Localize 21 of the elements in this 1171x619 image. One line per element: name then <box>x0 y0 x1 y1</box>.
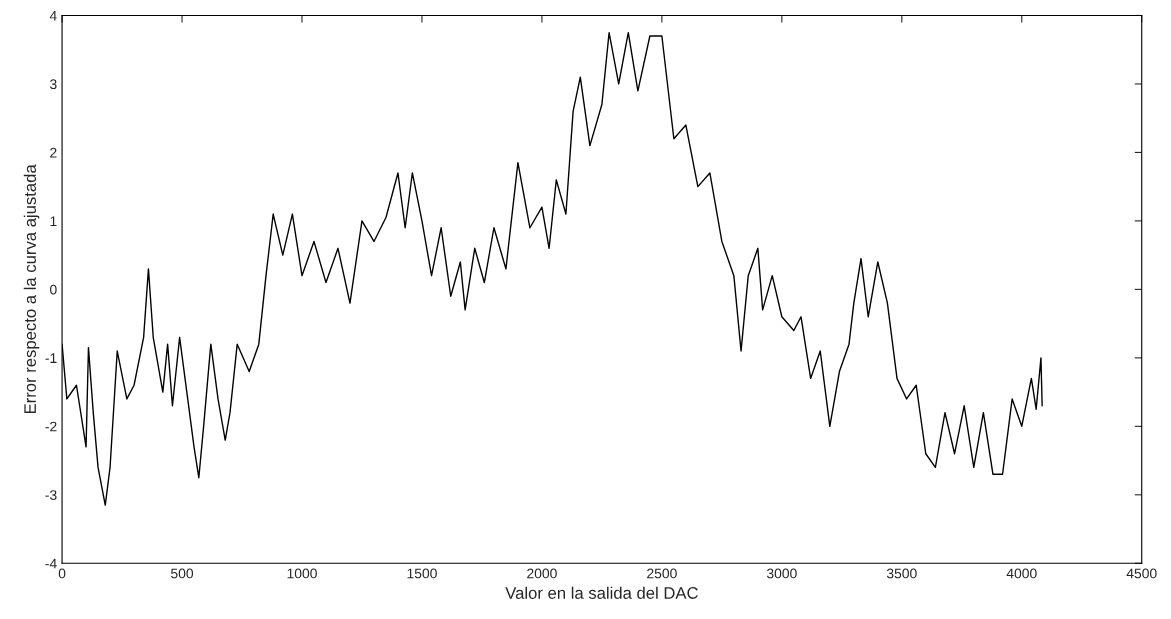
x-tick-label: 4500 <box>1126 568 1157 579</box>
x-tick-label: 1000 <box>287 568 317 579</box>
y-tick-label: 1 <box>50 216 57 226</box>
y-tick-label: -3 <box>45 490 57 500</box>
x-tick-label: 2500 <box>647 568 677 579</box>
y-tick-label: 2 <box>50 147 57 158</box>
x-tick-label: 3000 <box>766 568 797 579</box>
x-tick-label: 0 <box>58 568 66 579</box>
x-tick-label: 1500 <box>407 568 437 579</box>
y-tick-label: 0 <box>50 284 57 295</box>
x-tick-label: 2000 <box>527 568 557 579</box>
x-tick-label: 4000 <box>1006 568 1037 579</box>
y-tick-label: -4 <box>45 558 57 569</box>
y-tick-label: -1 <box>45 353 57 363</box>
y-axis-title: Error respecto a la curva ajustada <box>23 164 40 414</box>
x-axis-title: Valor en la salida del DAC <box>505 586 698 599</box>
y-tick-label: -2 <box>45 421 57 432</box>
y-tick-label: 4 <box>49 10 57 21</box>
x-tick-label: 3500 <box>886 568 917 579</box>
y-tick-label: 3 <box>50 79 57 90</box>
x-tick-label: 500 <box>171 568 194 579</box>
